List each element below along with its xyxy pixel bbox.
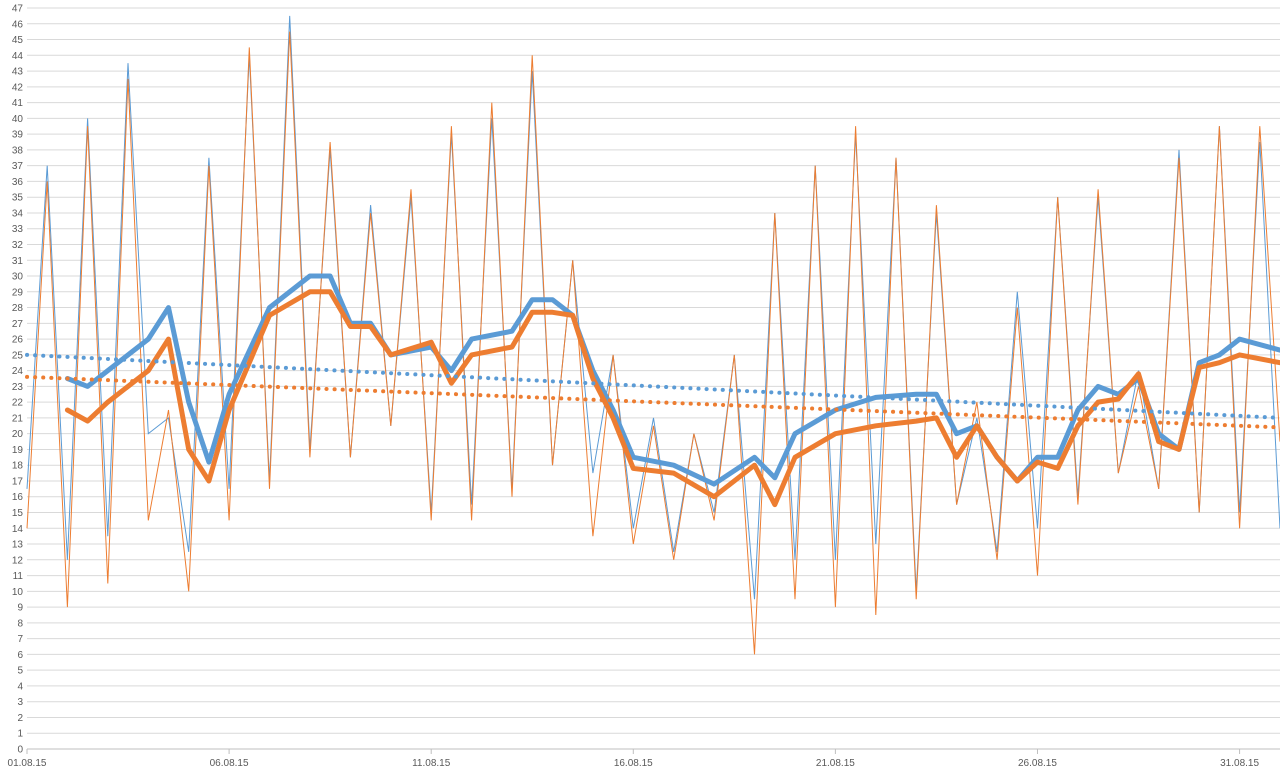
series-orange-dotted-trend-line <box>25 374 1280 430</box>
y-tick-label: 3 <box>17 697 23 708</box>
gridlines <box>27 7 1280 750</box>
y-tick-label: 22 <box>12 398 24 409</box>
x-tick-label: 01.08.15 <box>8 758 47 769</box>
series-orange-thin-line <box>26 31 1280 655</box>
y-tick-label: 39 <box>12 130 24 141</box>
y-tick-label: 29 <box>12 287 24 298</box>
y-tick-label: 7 <box>17 634 23 645</box>
y-tick-label: 30 <box>12 272 24 283</box>
y-tick-label: 33 <box>12 224 24 235</box>
y-tick-label: 32 <box>12 240 24 251</box>
y-tick-label: 46 <box>12 19 24 30</box>
y-tick-label: 45 <box>12 35 24 46</box>
y-tick-label: 43 <box>12 67 24 78</box>
y-tick-label: 23 <box>12 382 24 393</box>
y-tick-label: 35 <box>12 193 24 204</box>
y-tick-label: 11 <box>13 571 24 582</box>
y-tick-label: 41 <box>12 98 24 109</box>
x-tick-label: 31.08.15 <box>1220 758 1259 769</box>
y-tick-label: 25 <box>12 350 24 361</box>
y-tick-label: 5 <box>17 666 23 677</box>
y-tick-label: 47 <box>12 4 24 15</box>
y-tick-label: 34 <box>12 208 24 219</box>
y-tick-label: 44 <box>12 51 24 62</box>
y-tick-label: 24 <box>12 366 24 377</box>
y-tick-label: 40 <box>12 114 24 125</box>
y-tick-label: 19 <box>12 445 24 456</box>
y-tick-label: 31 <box>12 256 24 267</box>
y-tick-label: 15 <box>12 508 24 519</box>
y-tick-label: 28 <box>12 303 24 314</box>
x-tick-label: 11.08.15 <box>412 758 451 769</box>
y-tick-label: 8 <box>17 618 23 629</box>
y-tick-label: 17 <box>12 476 24 487</box>
y-tick-label: 18 <box>12 461 24 472</box>
x-tick-label: 16.08.15 <box>614 758 653 769</box>
y-tick-label: 9 <box>17 603 23 614</box>
y-tick-label: 14 <box>12 524 24 535</box>
y-tick-label: 10 <box>12 587 24 598</box>
y-tick-label: 6 <box>17 650 23 661</box>
y-axis: 0123456789101112131415161718192021222324… <box>12 4 24 756</box>
y-tick-label: 4 <box>17 681 23 692</box>
series-orange-thick-line <box>64 289 1280 508</box>
y-tick-label: 12 <box>12 555 24 566</box>
y-tick-label: 20 <box>12 429 24 440</box>
y-tick-label: 26 <box>12 335 24 346</box>
y-tick-label: 42 <box>12 82 24 93</box>
y-tick-label: 0 <box>17 745 23 756</box>
y-tick-label: 16 <box>12 492 24 503</box>
y-tick-label: 21 <box>12 413 24 424</box>
y-tick-label: 38 <box>12 145 24 156</box>
y-tick-label: 13 <box>12 540 24 551</box>
series-blue-dotted-trend-line <box>25 352 1280 420</box>
y-tick-label: 1 <box>17 729 23 740</box>
y-tick-label: 37 <box>12 161 24 172</box>
y-tick-label: 2 <box>17 713 23 724</box>
y-tick-label: 27 <box>12 319 24 330</box>
series-group <box>25 15 1280 655</box>
x-tick-label: 21.08.15 <box>816 758 855 769</box>
series-blue-thick-line <box>64 273 1280 487</box>
x-tick-label: 06.08.15 <box>210 758 249 769</box>
x-tick-label: 26.08.15 <box>1018 758 1057 769</box>
x-axis: 01.08.15 06.08.15 11.08.15 16.08.15 21.08.15… <box>8 749 1259 769</box>
y-tick-label: 36 <box>12 177 24 188</box>
